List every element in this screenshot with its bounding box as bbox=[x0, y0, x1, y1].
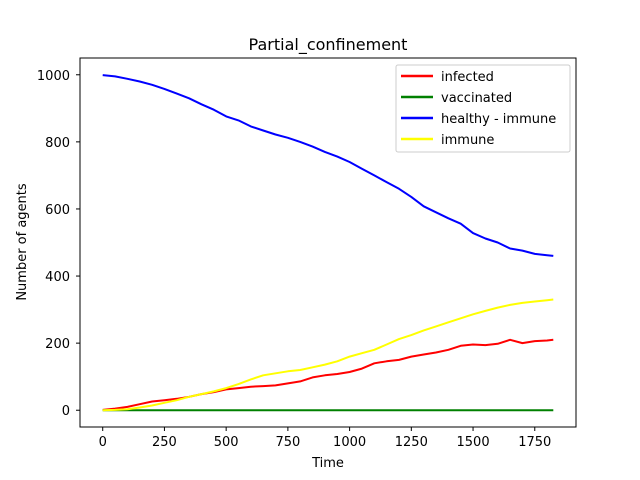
x-tick-label: 500 bbox=[214, 435, 239, 450]
x-tick-label: 1000 bbox=[333, 435, 366, 450]
x-tick-label: 250 bbox=[152, 435, 177, 450]
legend-label-vaccinated: vaccinated bbox=[441, 91, 512, 106]
y-tick-label: 0 bbox=[62, 404, 70, 419]
y-tick-label: 200 bbox=[45, 337, 70, 352]
y-tick-label: 800 bbox=[45, 136, 70, 151]
y-axis-label: Number of agents bbox=[15, 183, 30, 301]
legend-label-healthy-immune: healthy - immune bbox=[441, 112, 556, 127]
series-group bbox=[102, 74, 554, 412]
series-line-infected bbox=[102, 338, 554, 411]
series-line-immune bbox=[102, 298, 554, 412]
y-tick-label: 600 bbox=[45, 203, 70, 218]
legend-label-immune: immune bbox=[441, 133, 494, 148]
chart-title: Partial_confinement bbox=[249, 35, 408, 55]
legend-label-infected: infected bbox=[441, 70, 494, 85]
y-tick-label: 1000 bbox=[37, 69, 70, 84]
x-axis-ticks: 0 250 500 750 1000 1250 1500 1750 bbox=[99, 427, 551, 450]
x-tick-label: 1500 bbox=[457, 435, 490, 450]
y-tick-label: 400 bbox=[45, 270, 70, 285]
legend: infected vaccinated healthy - immune immune bbox=[395, 64, 571, 153]
x-tick-label: 750 bbox=[275, 435, 300, 450]
legend-box bbox=[395, 64, 571, 153]
x-tick-label: 1250 bbox=[395, 435, 428, 450]
x-tick-label: 0 bbox=[99, 435, 107, 450]
plot-frame bbox=[79, 57, 577, 428]
series-line-healthy-immune bbox=[102, 74, 554, 257]
x-tick-label: 1750 bbox=[518, 435, 551, 450]
y-axis-ticks: 0 200 400 600 800 1000 bbox=[37, 69, 80, 419]
x-axis-label: Time bbox=[311, 456, 344, 471]
